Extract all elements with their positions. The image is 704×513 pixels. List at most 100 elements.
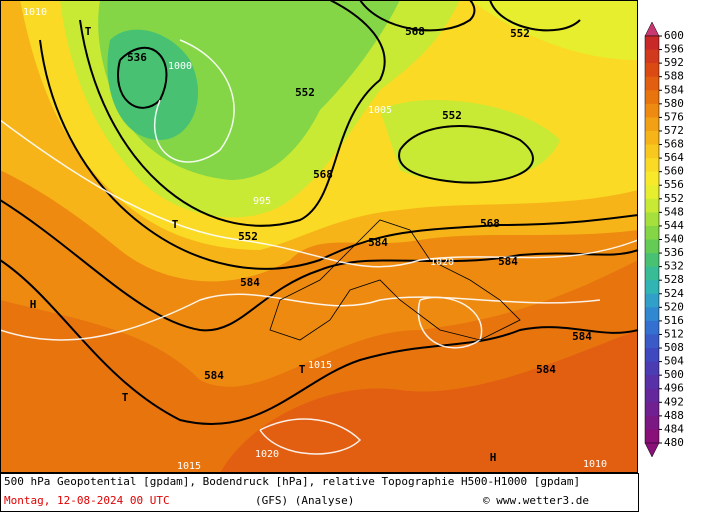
map-label: T bbox=[122, 391, 129, 404]
colorbar-label: 496 bbox=[664, 382, 684, 395]
colorbar-label: 492 bbox=[664, 395, 684, 408]
map-frame bbox=[0, 0, 638, 473]
colorbar-swatch bbox=[645, 144, 659, 159]
colorbar-swatch bbox=[645, 429, 659, 444]
map-label: 552 bbox=[238, 230, 258, 243]
colorbar-swatch bbox=[645, 348, 659, 363]
map-label: 995 bbox=[253, 196, 271, 207]
colorbar-label: 560 bbox=[664, 165, 684, 178]
colorbar-label: 568 bbox=[664, 138, 684, 151]
colorbar-label: 580 bbox=[664, 97, 684, 110]
map-label: 568 bbox=[405, 25, 425, 38]
colorbar-label: 544 bbox=[664, 219, 684, 232]
colorbar-label: 588 bbox=[664, 70, 684, 83]
colorbar-swatch bbox=[645, 388, 659, 403]
colorbar-label: 600 bbox=[664, 29, 684, 42]
map-label: 1005 bbox=[368, 105, 392, 116]
map-label: 584 bbox=[498, 255, 518, 268]
colorbar-swatch bbox=[645, 266, 659, 281]
colorbar-label: 536 bbox=[664, 246, 684, 259]
map-label: 1020 bbox=[430, 257, 454, 268]
colorbar-label: 596 bbox=[664, 43, 684, 56]
map-label: 1010 bbox=[23, 7, 47, 18]
colorbar-label: 584 bbox=[664, 83, 684, 96]
map-label: 568 bbox=[480, 217, 500, 230]
colorbar-label: 508 bbox=[664, 341, 684, 354]
map-label: 536 bbox=[127, 51, 147, 64]
colorbar-swatch bbox=[645, 239, 659, 254]
colorbar-swatch bbox=[645, 171, 659, 186]
colorbar-label: 500 bbox=[664, 368, 684, 381]
map-label: T bbox=[172, 218, 179, 231]
colorbar-label: 512 bbox=[664, 327, 684, 340]
colorbar-label: 480 bbox=[664, 436, 684, 449]
colorbar-swatch bbox=[645, 90, 659, 105]
map-label: 552 bbox=[295, 86, 315, 99]
colorbar-swatch bbox=[645, 293, 659, 308]
colorbar-label: 576 bbox=[664, 110, 684, 123]
map-label: 584 bbox=[204, 369, 224, 382]
colorbar-swatch bbox=[645, 76, 659, 91]
colorbar-label: 516 bbox=[664, 314, 684, 327]
colorbar-swatch bbox=[645, 36, 659, 51]
colorbar-label: 552 bbox=[664, 192, 684, 205]
colorbar-swatch bbox=[645, 307, 659, 322]
caption-box bbox=[0, 473, 639, 512]
colorbar-swatch bbox=[645, 63, 659, 78]
colorbar-swatch bbox=[645, 225, 659, 240]
colorbar-swatch bbox=[645, 375, 659, 390]
colorbar-swatch bbox=[645, 361, 659, 376]
colorbar-swatch bbox=[645, 320, 659, 335]
colorbar-label: 564 bbox=[664, 151, 684, 164]
colorbar-swatch bbox=[645, 117, 659, 132]
map-label: 1015 bbox=[308, 360, 332, 371]
colorbar-label: 556 bbox=[664, 178, 684, 191]
colorbar-label: 592 bbox=[664, 56, 684, 69]
map-label: 584 bbox=[536, 363, 556, 376]
date: Montag, 12-08-2024 00 UTC bbox=[4, 494, 170, 507]
colorbar-label: 488 bbox=[664, 409, 684, 422]
colorbar-swatch bbox=[645, 158, 659, 173]
colorbar-swatch bbox=[645, 415, 659, 430]
colorbar-label: 520 bbox=[664, 300, 684, 313]
colorbar-swatch bbox=[645, 253, 659, 268]
colorbar: 6005965925885845805765725685645605565525… bbox=[644, 21, 684, 458]
map-label: 568 bbox=[313, 168, 333, 181]
map-label: 584 bbox=[572, 330, 592, 343]
map-label: 1020 bbox=[255, 449, 279, 460]
model: (GFS) (Analyse) bbox=[255, 494, 354, 507]
colorbar-swatch bbox=[645, 103, 659, 118]
colorbar-label: 540 bbox=[664, 233, 684, 246]
colorbar-swatch bbox=[645, 130, 659, 146]
colorbar-swatch bbox=[645, 49, 659, 64]
colorbar-label: 504 bbox=[664, 355, 684, 368]
map-label: 584 bbox=[240, 276, 260, 289]
map-label: 552 bbox=[442, 109, 462, 122]
map-label: 1015 bbox=[177, 461, 201, 472]
colorbar-swatch bbox=[645, 402, 659, 417]
map-label: T bbox=[299, 363, 306, 376]
colorbar-label: 524 bbox=[664, 287, 684, 300]
map-label: 1000 bbox=[168, 61, 192, 72]
colorbar-label: 528 bbox=[664, 273, 684, 286]
map-label: 552 bbox=[510, 27, 530, 40]
colorbar-swatch bbox=[645, 185, 659, 200]
colorbar-label: 572 bbox=[664, 124, 684, 137]
colorbar-label: 484 bbox=[664, 422, 684, 435]
credit: © www.wetter3.de bbox=[483, 494, 589, 507]
map-label: H bbox=[490, 451, 497, 464]
colorbar-swatch bbox=[645, 198, 659, 213]
map: 1010 536 1000 1005 552 568 552 552 568 5… bbox=[0, 0, 639, 473]
colorbar-frame bbox=[644, 35, 660, 444]
map-label: H bbox=[30, 298, 37, 311]
map-label: 1010 bbox=[583, 459, 607, 470]
colorbar-swatch bbox=[645, 212, 659, 227]
caption: 500 hPa Geopotential [gpdam], Bodendruck… bbox=[4, 475, 580, 488]
colorbar-swatch bbox=[645, 334, 659, 349]
colorbar-label: 532 bbox=[664, 260, 684, 273]
map-label: T bbox=[85, 25, 92, 38]
map-label: 584 bbox=[368, 236, 388, 249]
colorbar-label: 548 bbox=[664, 205, 684, 218]
colorbar-swatch bbox=[645, 280, 659, 295]
